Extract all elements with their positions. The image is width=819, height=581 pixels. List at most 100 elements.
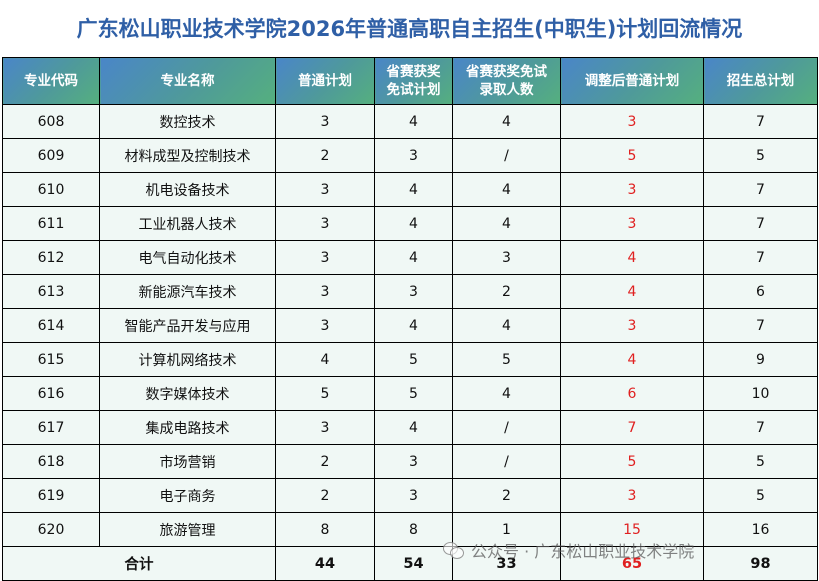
table-body: 608 数控技术 3 4 4 3 7 609 材料成型及控制技术 2 3/5 5 610 机电设备技术 3 4… <box>2 104 818 547</box>
cell-plan: 3 <box>275 172 375 207</box>
column-header: 调整后普通计划 <box>560 57 704 105</box>
cell-exempt-plan: 3 <box>374 444 453 479</box>
cell-major-code: 613 <box>2 274 100 309</box>
total-adjusted: 65 <box>560 546 704 581</box>
cell-total-plan: 7 <box>703 206 818 241</box>
column-header: 招生总计划 <box>703 57 818 105</box>
cell-major-name: 市场营销 <box>99 444 276 479</box>
table-row: 613 新能源汽车技术 3 3 2 4 6 <box>2 274 818 309</box>
enrollment-plan-table: 专业代码 专业名称 普通计划 省赛获奖 免试计划 省赛获奖免试 录取人数 调整后普通计划 招生总… <box>2 57 818 581</box>
table-row: 608 数控技术 3 4 4 3 7 <box>2 104 818 139</box>
page-title: 广东松山职业技术学院2026年普通高职自主招生(中职生)计划回流情况 <box>76 17 743 41</box>
cell-adjusted-plan: 4 <box>560 342 704 377</box>
cell-major-code: 615 <box>2 342 100 377</box>
cell-major-code: 609 <box>2 138 100 173</box>
cell-major-name: 智能产品开发与应用 <box>99 308 276 343</box>
cell-major-code: 616 <box>2 376 100 411</box>
column-header: 专业代码 <box>2 57 100 105</box>
table-row: 614 智能产品开发与应用 3 4 4 3 7 <box>2 308 818 343</box>
table-row: 618 市场营销 2 3/5 5 <box>2 444 818 479</box>
cell-adjusted-plan: 15 <box>560 512 704 547</box>
cell-major-name: 数字媒体技术 <box>99 376 276 411</box>
total-label: 合计 <box>2 546 276 581</box>
cell-total-plan: 6 <box>703 274 818 309</box>
cell-adjusted-plan: 5 <box>560 444 704 479</box>
cell-plan: 2 <box>275 138 375 173</box>
cell-total-plan: 7 <box>703 240 818 275</box>
cell-exempt-admitted: 2 <box>452 274 561 309</box>
cell-exempt-admitted: 1 <box>452 512 561 547</box>
cell-exempt-plan: 4 <box>374 172 453 207</box>
cell-exempt-plan: 4 <box>374 410 453 445</box>
cell-major-code: 608 <box>2 104 100 139</box>
cell-plan: 8 <box>275 512 375 547</box>
cell-major-code: 614 <box>2 308 100 343</box>
cell-plan: 3 <box>275 240 375 275</box>
cell-major-code: 612 <box>2 240 100 275</box>
cell-total-plan: 5 <box>703 478 818 513</box>
cell-adjusted-plan: 3 <box>560 206 704 241</box>
column-header-line1: 专业名称 <box>160 73 215 89</box>
cell-plan: 3 <box>275 206 375 241</box>
column-header-line1: 省赛获奖 <box>386 64 441 80</box>
column-header-line1: 招生总计划 <box>726 73 795 89</box>
cell-adjusted-plan: 4 <box>560 274 704 309</box>
column-header-line1: 省赛获奖免试 <box>466 64 547 80</box>
cell-plan: 3 <box>275 308 375 343</box>
cell-exempt-admitted: / <box>452 444 561 479</box>
cell-major-name: 新能源汽车技术 <box>99 274 276 309</box>
table-row: 609 材料成型及控制技术 2 3/5 5 <box>2 138 818 173</box>
table-row: 611 工业机器人技术 3 4 4 3 7 <box>2 206 818 241</box>
cell-exempt-admitted: 3 <box>452 240 561 275</box>
cell-exempt-admitted: 4 <box>452 206 561 241</box>
cell-exempt-plan: 4 <box>374 104 453 139</box>
cell-major-name: 计算机网络技术 <box>99 342 276 377</box>
cell-exempt-admitted: 4 <box>452 172 561 207</box>
cell-total-plan: 10 <box>703 376 818 411</box>
table-row: 620 旅游管理 8 8 1 15 16 <box>2 512 818 547</box>
cell-major-code: 617 <box>2 410 100 445</box>
table-row: 615 计算机网络技术 4 5 5 4 9 <box>2 342 818 377</box>
cell-total-plan: 7 <box>703 308 818 343</box>
cell-total-plan: 5 <box>703 444 818 479</box>
cell-adjusted-plan: 3 <box>560 478 704 513</box>
column-header-line2: 免试计划 <box>386 82 441 98</box>
column-header: 省赛获奖 免试计划 <box>374 57 453 105</box>
column-header-line1: 专业代码 <box>24 73 78 89</box>
cell-major-name: 旅游管理 <box>99 512 276 547</box>
table-header-row: 专业代码 专业名称 普通计划 省赛获奖 免试计划 省赛获奖免试 录取人数 调整后普通计划 招生总… <box>2 57 818 105</box>
cell-adjusted-plan: 4 <box>560 240 704 275</box>
cell-exempt-plan: 5 <box>374 376 453 411</box>
cell-plan: 2 <box>275 478 375 513</box>
cell-exempt-admitted: 4 <box>452 376 561 411</box>
cell-major-code: 619 <box>2 478 100 513</box>
cell-total-plan: 9 <box>703 342 818 377</box>
cell-exempt-plan: 4 <box>374 206 453 241</box>
cell-plan: 3 <box>275 104 375 139</box>
cell-major-name: 电气自动化技术 <box>99 240 276 275</box>
cell-adjusted-plan: 3 <box>560 172 704 207</box>
cell-exempt-admitted: / <box>452 138 561 173</box>
cell-adjusted-plan: 3 <box>560 104 704 139</box>
cell-exempt-admitted: 5 <box>452 342 561 377</box>
cell-plan: 2 <box>275 444 375 479</box>
table-row: 616 数字媒体技术 5 5 4 6 10 <box>2 376 818 411</box>
cell-exempt-plan: 3 <box>374 274 453 309</box>
cell-exempt-admitted: 4 <box>452 104 561 139</box>
cell-major-name: 电子商务 <box>99 478 276 513</box>
cell-total-plan: 16 <box>703 512 818 547</box>
table-total-row: 合计 44 54 33 65 98 <box>2 546 818 581</box>
total-exempt-admitted: 33 <box>452 546 561 581</box>
cell-exempt-plan: 5 <box>374 342 453 377</box>
cell-major-name: 工业机器人技术 <box>99 206 276 241</box>
cell-major-name: 集成电路技术 <box>99 410 276 445</box>
column-header: 省赛获奖免试 录取人数 <box>452 57 561 105</box>
cell-major-code: 620 <box>2 512 100 547</box>
table-row: 610 机电设备技术 3 4 4 3 7 <box>2 172 818 207</box>
cell-total-plan: 7 <box>703 410 818 445</box>
cell-exempt-admitted: 4 <box>452 308 561 343</box>
cell-adjusted-plan: 5 <box>560 138 704 173</box>
cell-major-name: 机电设备技术 <box>99 172 276 207</box>
cell-major-code: 618 <box>2 444 100 479</box>
cell-exempt-plan: 3 <box>374 138 453 173</box>
